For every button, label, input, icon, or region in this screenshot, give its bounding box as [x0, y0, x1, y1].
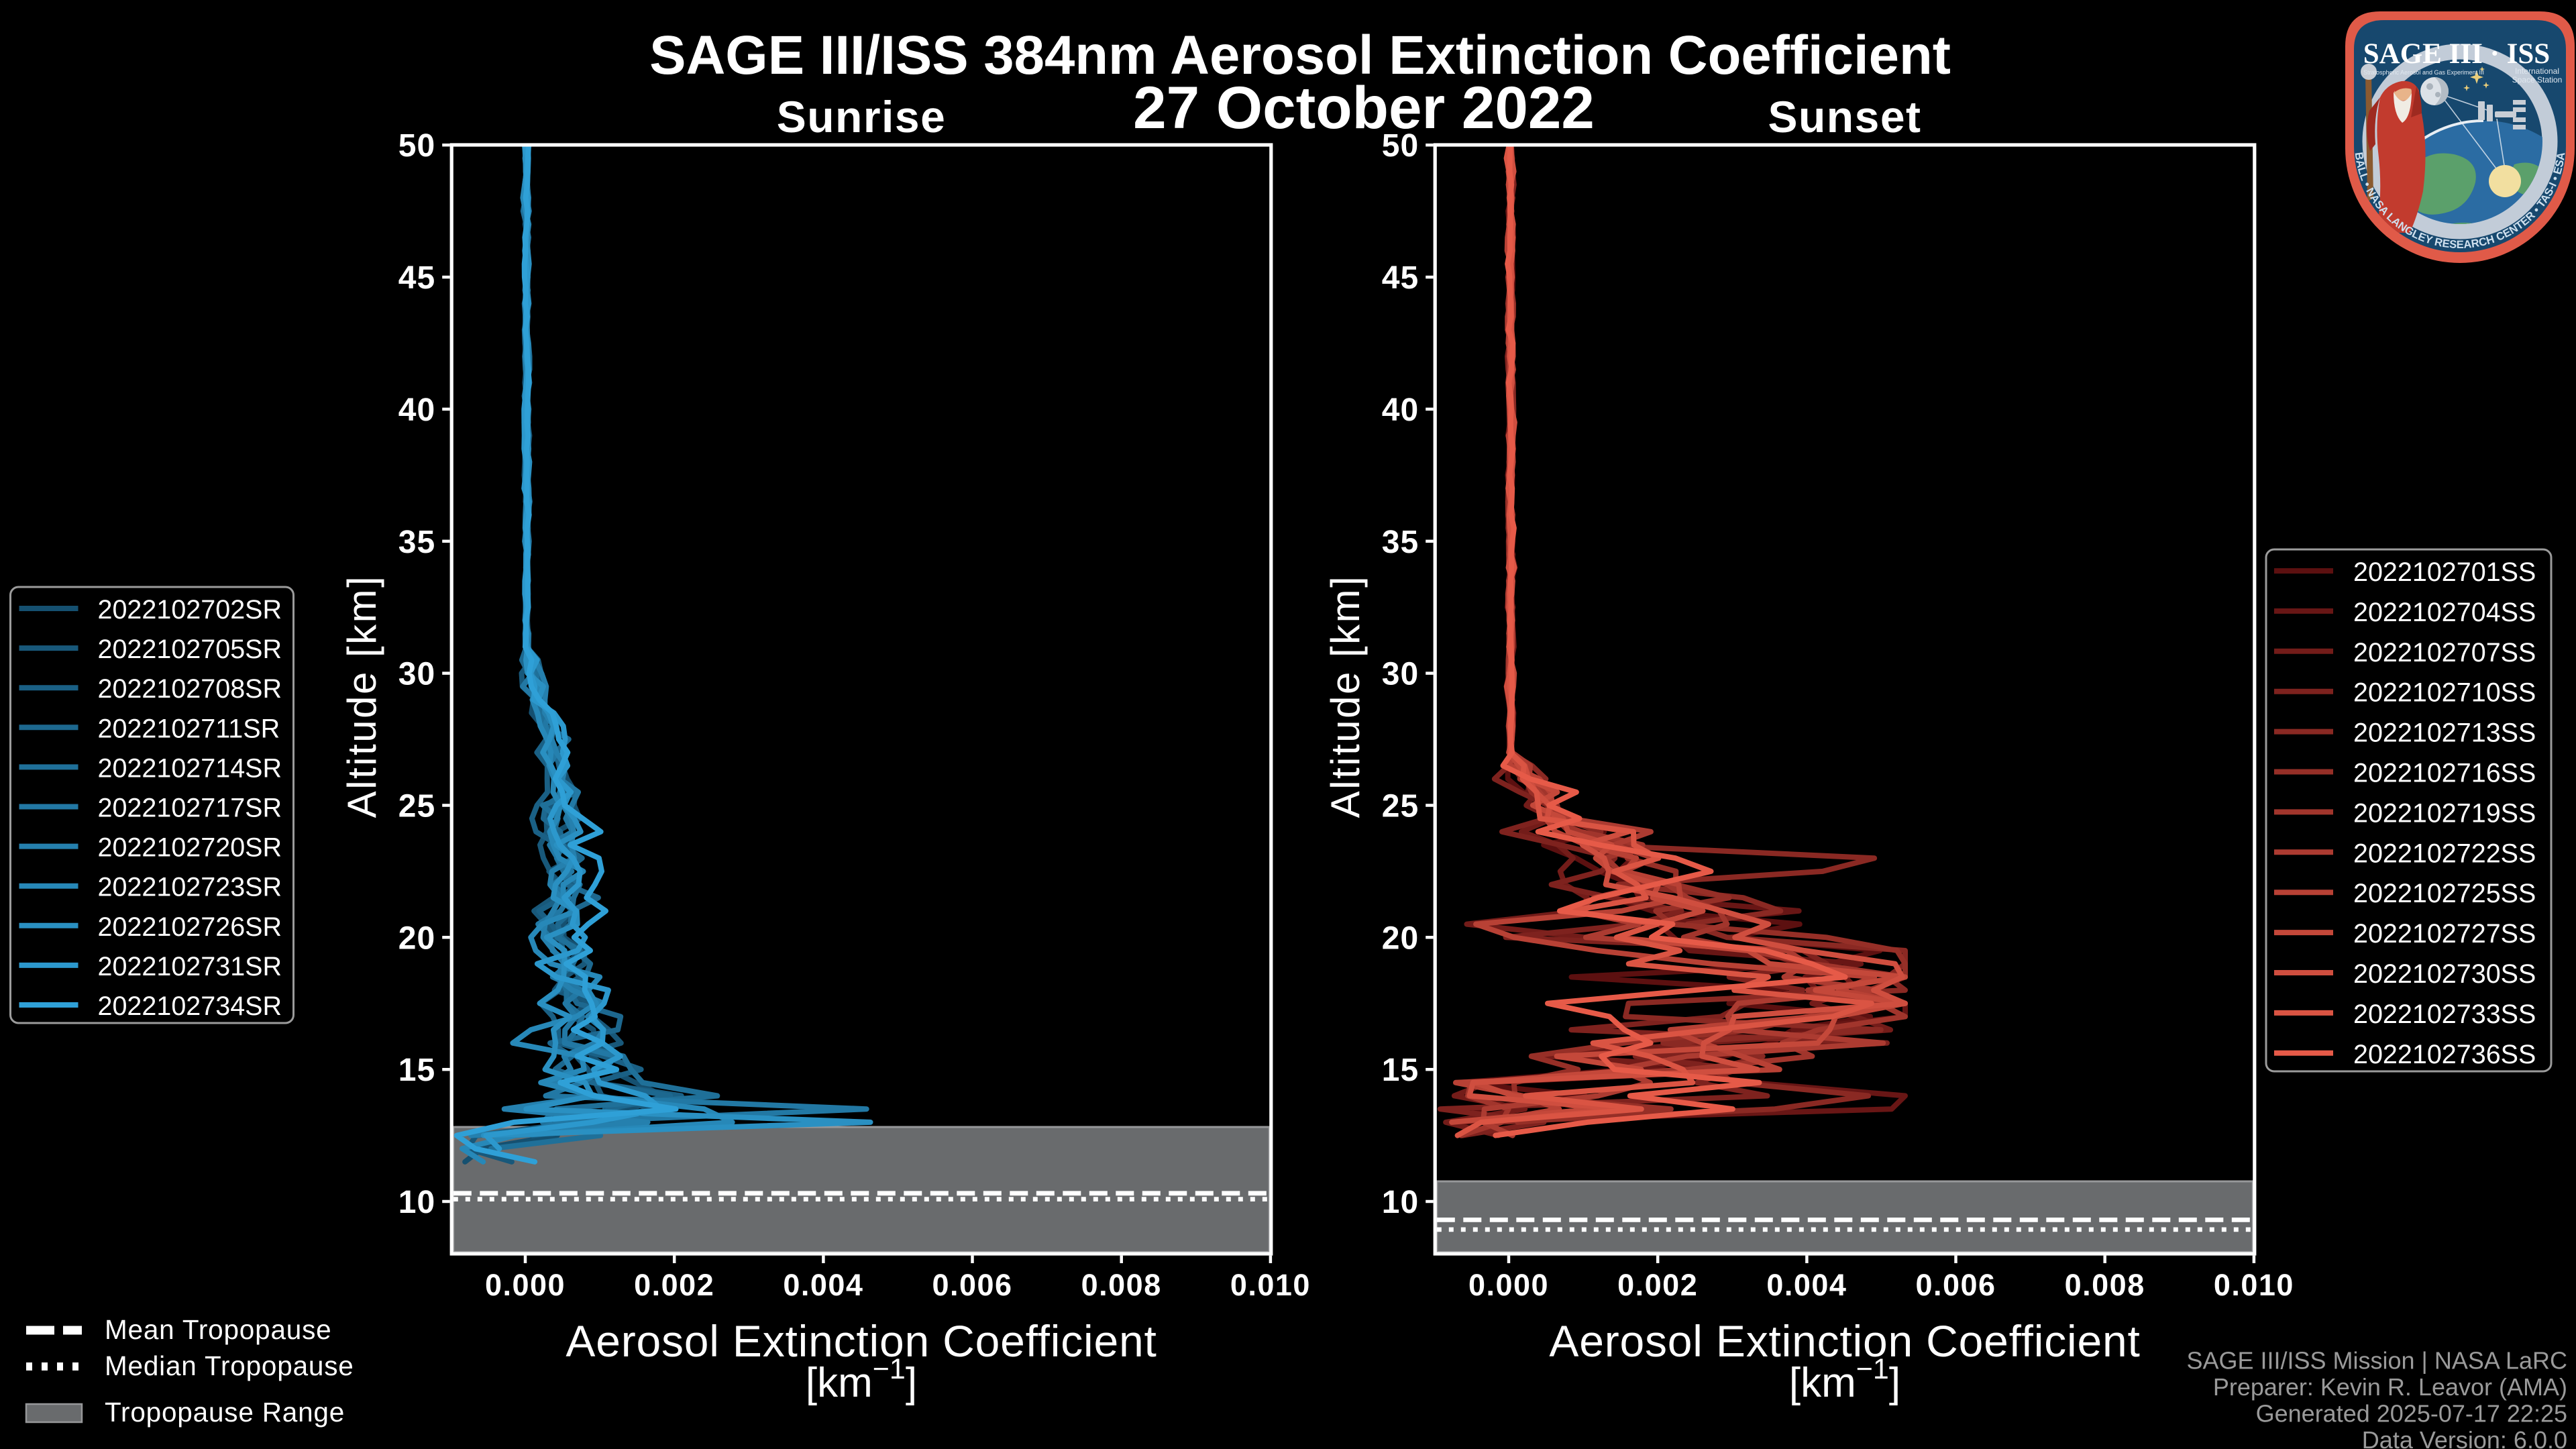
svg-text:40: 40: [1382, 392, 1419, 428]
svg-text:2022102725SS: 2022102725SS: [2353, 879, 2536, 908]
svg-text:0.002: 0.002: [1617, 1268, 1698, 1302]
svg-text:SAGE III/ISS 384nm Aerosol Ext: SAGE III/ISS 384nm Aerosol Extinction Co…: [649, 25, 1951, 86]
svg-text:Generated 2025-07-17 22:25: Generated 2025-07-17 22:25: [2256, 1400, 2567, 1428]
svg-text:Preparer: Kevin R. Leavor (AMA: Preparer: Kevin R. Leavor (AMA): [2213, 1373, 2567, 1401]
svg-text:0.008: 0.008: [2065, 1268, 2145, 1302]
svg-text:2022102736SS: 2022102736SS: [2353, 1040, 2536, 1069]
svg-text:50: 50: [1382, 128, 1419, 164]
svg-text:2022102726SR: 2022102726SR: [98, 912, 282, 942]
svg-text:50: 50: [398, 128, 435, 164]
svg-text:15: 15: [1382, 1053, 1419, 1088]
svg-text:Data Version: 6.0.0: Data Version: 6.0.0: [2362, 1426, 2567, 1449]
svg-text:Tropopause Range: Tropopause Range: [105, 1397, 345, 1428]
svg-text:2022102707SS: 2022102707SS: [2353, 638, 2536, 667]
svg-text:30: 30: [398, 657, 435, 692]
svg-text:Stratospheric Aerosol and Gas: Stratospheric Aerosol and Gas Experiment…: [2363, 69, 2484, 76]
svg-text:SAGE III · ISS: SAGE III · ISS: [2363, 38, 2550, 70]
svg-text:45: 45: [398, 260, 435, 296]
svg-text:Altitude [km]: Altitude [km]: [1323, 575, 1368, 818]
svg-text:2022102701SS: 2022102701SS: [2353, 557, 2536, 587]
svg-text:2022102708SR: 2022102708SR: [98, 674, 282, 704]
svg-text:20: 20: [398, 920, 435, 956]
svg-text:2022102723SR: 2022102723SR: [98, 873, 282, 902]
svg-text:0.006: 0.006: [932, 1268, 1012, 1302]
svg-text:International: International: [2515, 66, 2559, 76]
svg-text:2022102710SS: 2022102710SS: [2353, 678, 2536, 708]
svg-text:0.002: 0.002: [634, 1268, 714, 1302]
svg-text:35: 35: [1382, 525, 1419, 560]
svg-text:40: 40: [398, 392, 435, 428]
svg-text:Mean Tropopause: Mean Tropopause: [105, 1314, 331, 1345]
svg-text:27 October 2022: 27 October 2022: [1133, 74, 1595, 141]
svg-text:2022102714SR: 2022102714SR: [98, 753, 282, 783]
svg-text:2022102733SS: 2022102733SS: [2353, 1000, 2536, 1029]
svg-text:10: 10: [1382, 1185, 1419, 1220]
svg-text:0.004: 0.004: [1766, 1268, 1847, 1302]
svg-text:2022102731SR: 2022102731SR: [98, 952, 282, 981]
svg-text:35: 35: [398, 525, 435, 560]
svg-text:Aerosol Extinction Coefficient: Aerosol Extinction Coefficient: [566, 1316, 1157, 1366]
svg-text:0.010: 0.010: [1230, 1268, 1311, 1302]
svg-text:2022102719SS: 2022102719SS: [2353, 798, 2536, 828]
svg-text:Aerosol Extinction Coefficient: Aerosol Extinction Coefficient: [1549, 1316, 2140, 1366]
svg-text:0.004: 0.004: [783, 1268, 863, 1302]
svg-text:10: 10: [398, 1185, 435, 1220]
svg-text:2022102717SR: 2022102717SR: [98, 794, 282, 823]
svg-text:2022102722SS: 2022102722SS: [2353, 839, 2536, 868]
svg-text:2022102727SS: 2022102727SS: [2353, 919, 2536, 949]
svg-text:45: 45: [1382, 260, 1419, 296]
svg-text:2022102702SR: 2022102702SR: [98, 595, 282, 625]
svg-text:Sunset: Sunset: [1768, 92, 1921, 142]
svg-text:Median Tropopause: Median Tropopause: [105, 1350, 354, 1381]
svg-text:2022102734SR: 2022102734SR: [98, 991, 282, 1021]
svg-text:30: 30: [1382, 657, 1419, 692]
svg-text:2022102716SS: 2022102716SS: [2353, 759, 2536, 788]
svg-text:0.010: 0.010: [2214, 1268, 2294, 1302]
svg-text:25: 25: [398, 789, 435, 824]
svg-text:Space Station: Space Station: [2512, 75, 2563, 85]
svg-text:SAGE III/ISS Mission | NASA La: SAGE III/ISS Mission | NASA LaRC: [2186, 1347, 2567, 1375]
svg-text:20: 20: [1382, 920, 1419, 956]
svg-text:2022102713SS: 2022102713SS: [2353, 718, 2536, 748]
svg-text:2022102704SS: 2022102704SS: [2353, 598, 2536, 627]
svg-text:15: 15: [398, 1053, 435, 1088]
svg-text:2022102730SS: 2022102730SS: [2353, 959, 2536, 989]
svg-text:0.006: 0.006: [1915, 1268, 1996, 1302]
svg-text:0.000: 0.000: [1468, 1268, 1549, 1302]
svg-text:2022102711SR: 2022102711SR: [98, 714, 280, 743]
svg-text:2022102720SR: 2022102720SR: [98, 833, 282, 863]
svg-text:2022102705SR: 2022102705SR: [98, 635, 282, 664]
svg-text:0.008: 0.008: [1081, 1268, 1162, 1302]
svg-text:0.000: 0.000: [485, 1268, 566, 1302]
svg-text:Sunrise: Sunrise: [777, 92, 947, 142]
svg-text:25: 25: [1382, 789, 1419, 824]
svg-text:Altitude [km]: Altitude [km]: [339, 575, 384, 818]
